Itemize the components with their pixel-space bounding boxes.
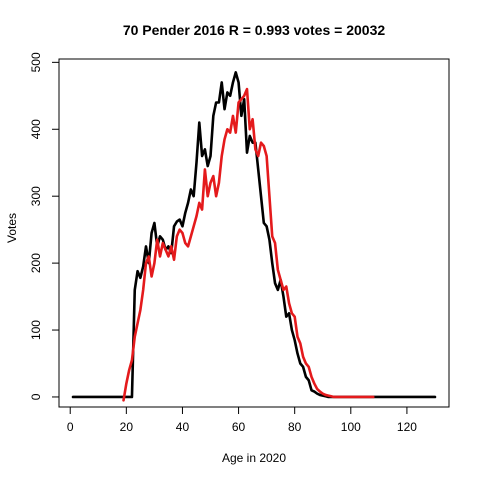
- plot-frame: [58, 58, 450, 408]
- y-tick-label: 100: [29, 320, 43, 340]
- x-tick-label: 100: [341, 420, 361, 434]
- y-tick-label: 400: [29, 119, 43, 139]
- y-tick-label: 200: [29, 253, 43, 273]
- series-layer: [71, 71, 437, 402]
- y-tick-label: 0: [29, 393, 43, 400]
- x-tick-label: 20: [120, 420, 134, 434]
- y-axis: 0 100 200 300 400 500: [29, 52, 60, 400]
- y-tick-label: 500: [29, 52, 43, 72]
- x-axis-label: Age in 2020: [222, 451, 286, 465]
- x-tick-label: 0: [67, 420, 74, 434]
- x-tick-label: 60: [232, 420, 246, 434]
- chart-title: 70 Pender 2016 R = 0.993 votes = 20032: [123, 22, 386, 38]
- x-tick-label: 40: [176, 420, 190, 434]
- x-tick-label: 80: [288, 420, 302, 434]
- y-tick-label: 300: [29, 186, 43, 206]
- x-axis: 0 20 40 60 80 100 120: [67, 406, 417, 434]
- series-line-red: [122, 87, 375, 402]
- y-axis-label: Votes: [5, 213, 19, 243]
- x-tick-label: 120: [397, 420, 417, 434]
- plot-box: [58, 58, 450, 408]
